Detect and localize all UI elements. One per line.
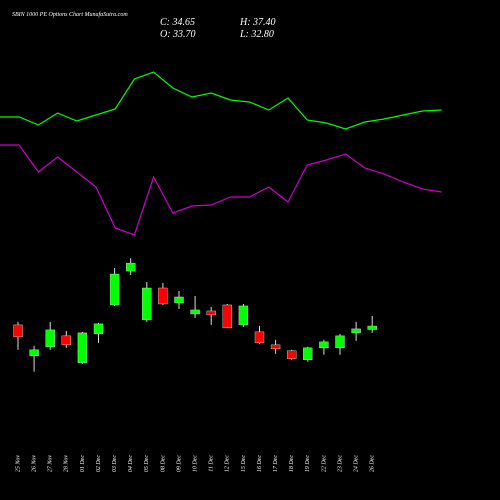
candle-body (254, 331, 265, 344)
candle-body (13, 324, 23, 338)
candle-body (303, 347, 313, 360)
candle-body (29, 349, 39, 356)
candle-body (109, 273, 120, 306)
x-tick-label: 23 Dec (337, 455, 343, 472)
candle-body (367, 325, 377, 330)
x-tick-label: 03 Dec (112, 455, 118, 472)
candle-body (93, 323, 104, 335)
x-tick-label: 17 Dec (273, 455, 279, 472)
candle-body (351, 328, 361, 334)
candle-body (287, 350, 297, 359)
x-tick-label: 12 Dec (225, 455, 231, 472)
high-label: H: 37.40 (239, 17, 276, 28)
x-tick-label: 08 Dec (160, 455, 166, 472)
candle-body (158, 287, 168, 305)
x-tick-label: 10 Dec (192, 455, 198, 472)
candle-body (222, 304, 233, 329)
x-tick-label: 25 Nov (15, 455, 21, 473)
candle-body (190, 309, 200, 315)
candle-body (270, 344, 281, 350)
x-tick-label: 19 Dec (305, 455, 311, 472)
x-tick-label: 16 Dec (257, 455, 263, 472)
candle-body (238, 305, 249, 326)
candle-body (174, 296, 184, 304)
candle-body (319, 341, 329, 349)
candle-body (125, 262, 136, 272)
x-tick-label: 09 Dec (176, 455, 182, 472)
x-tick-label: 01 Dec (80, 455, 86, 472)
candle-body (335, 335, 345, 349)
x-tick-label: 18 Dec (289, 455, 295, 472)
x-tick-label: 27 Nov (48, 455, 54, 473)
chart-title: SBIN 1000 PE Options Chart MunafaSutra.c… (12, 11, 128, 18)
candle-body (206, 310, 216, 316)
x-tick-label: 11 Dec (209, 455, 215, 472)
x-tick-label: 15 Dec (241, 455, 247, 472)
open-label: O: 33.70 (160, 29, 196, 40)
indicator-line (0, 144, 442, 236)
candle-body (142, 287, 152, 321)
x-tick-label: 26 Nov (31, 455, 37, 473)
close-label: C: 34.65 (160, 17, 195, 28)
candle-body (61, 335, 71, 346)
indicator-line (0, 71, 442, 130)
x-tick-label: 02 Dec (96, 455, 102, 472)
x-tick-label: 04 Dec (127, 455, 134, 472)
low-label: L: 32.80 (239, 29, 274, 40)
x-tick-label: 26 Dec (370, 455, 376, 472)
candle-body (45, 329, 55, 348)
x-tick-label: 05 Dec (144, 455, 150, 472)
x-tick-label: 24 Dec (352, 455, 359, 472)
x-tick-label: 28 Nov (64, 455, 70, 473)
x-tick-label: 22 Dec (321, 455, 327, 472)
candle-body (77, 332, 88, 363)
